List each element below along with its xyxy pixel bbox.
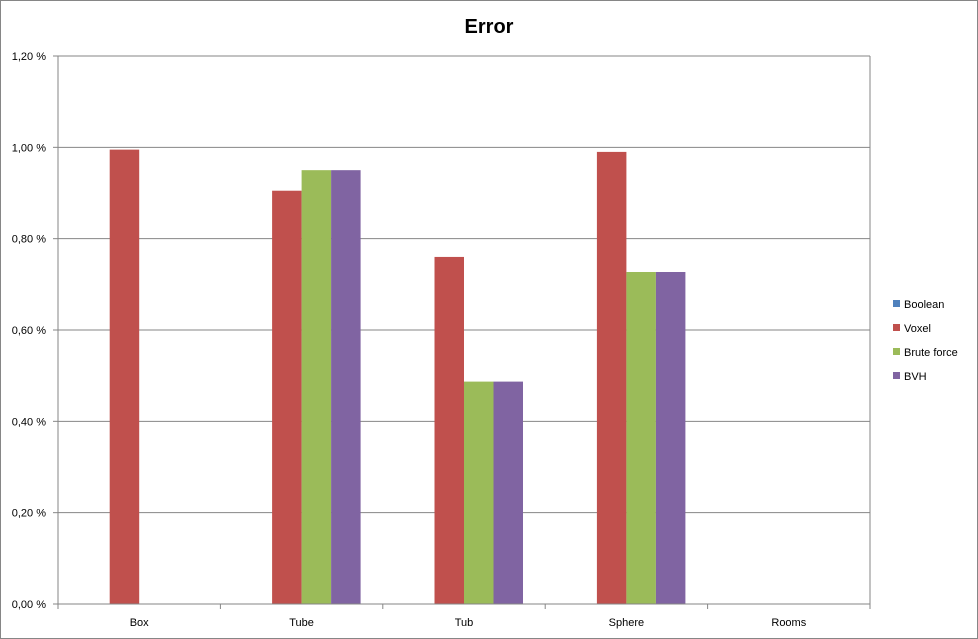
y-tick-label: 1,20 % [12, 51, 46, 63]
bar-brute-force-tub [464, 381, 494, 604]
bar-brute-force-sphere [626, 272, 656, 604]
bar-voxel-sphere [596, 151, 627, 604]
bar-voxel-tub [434, 256, 464, 604]
legend-swatch [893, 372, 900, 379]
legend: Boolean Voxel Brute force BVH [893, 299, 958, 383]
legend-label: Boolean [904, 299, 944, 311]
legend-label: Brute force [904, 347, 958, 359]
axes: 0,00 % 0,20 % 0,40 % 0,60 % 0,80 % 1,00 % 1,20… [12, 51, 871, 629]
y-tick-label: 0,60 % [12, 325, 46, 337]
bar-brute-force-tube [301, 170, 332, 604]
chart-title: Error [465, 16, 514, 38]
legend-label: BVH [904, 371, 927, 383]
legend-label: Voxel [904, 323, 931, 335]
x-tick-label: Tube [289, 617, 314, 629]
x-tick-label: Box [130, 617, 149, 629]
bar-voxel-box [109, 149, 140, 604]
y-tick-label: 0,00 % [12, 599, 46, 611]
bars [109, 149, 686, 604]
x-tick-label: Sphere [609, 617, 644, 629]
y-tick-label: 0,40 % [12, 416, 46, 428]
bar-bvh-tube [331, 170, 361, 604]
legend-swatch [893, 324, 900, 331]
legend-swatch [893, 300, 900, 307]
bar-bvh-sphere [655, 272, 686, 604]
x-tick-label: Rooms [771, 617, 806, 629]
y-tick-label: 1,00 % [12, 142, 46, 154]
bar-voxel-tube [272, 190, 302, 604]
bar-bvh-tub [493, 381, 523, 604]
x-tick-label: Tub [455, 617, 474, 629]
y-tick-label: 0,20 % [12, 508, 46, 520]
y-tick-label: 0,80 % [12, 234, 46, 246]
legend-swatch [893, 348, 900, 355]
gridlines [58, 55, 870, 514]
